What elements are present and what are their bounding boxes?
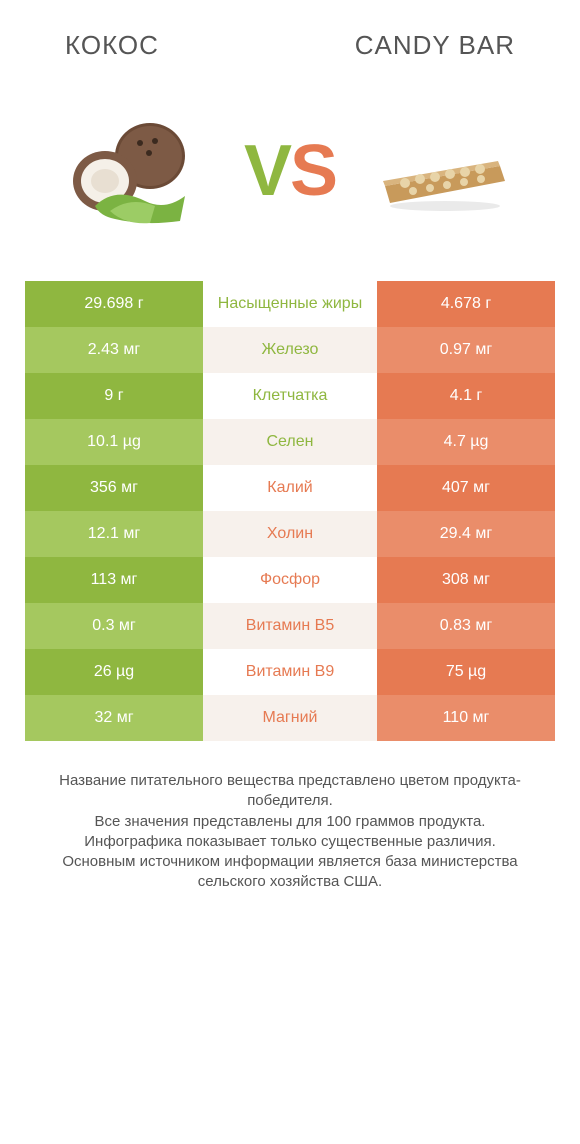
left-value: 26 µg	[25, 649, 203, 695]
nutrient-label: Холин	[203, 511, 377, 557]
footer-line: Основным источником информации является …	[35, 852, 545, 893]
left-value: 2.43 мг	[25, 327, 203, 373]
right-value: 110 мг	[377, 695, 555, 741]
nutrient-label: Магний	[203, 695, 377, 741]
hero-row: VS	[25, 81, 555, 281]
table-row: 12.1 мгХолин29.4 мг	[25, 511, 555, 557]
footer-line: Название питательного вещества представл…	[35, 771, 545, 812]
left-value: 10.1 µg	[25, 419, 203, 465]
left-value: 9 г	[25, 373, 203, 419]
table-row: 113 мгФосфор308 мг	[25, 557, 555, 603]
coconut-icon	[55, 111, 215, 231]
right-value: 407 мг	[377, 465, 555, 511]
table-row: 26 µgВитамин B975 µg	[25, 649, 555, 695]
table-row: 29.698 гНасыщенные жиры4.678 г	[25, 281, 555, 327]
right-value: 0.83 мг	[377, 603, 555, 649]
left-product-title: КОКОС	[65, 30, 159, 61]
right-value: 29.4 мг	[377, 511, 555, 557]
nutrient-label: Витамин B9	[203, 649, 377, 695]
left-value: 12.1 мг	[25, 511, 203, 557]
table-row: 2.43 мгЖелезо0.97 мг	[25, 327, 555, 373]
table-row: 10.1 µgСелен4.7 µg	[25, 419, 555, 465]
table-row: 356 мгКалий407 мг	[25, 465, 555, 511]
left-value: 32 мг	[25, 695, 203, 741]
vs-v: V	[244, 131, 290, 211]
candy-bar-icon	[365, 111, 525, 231]
left-value: 113 мг	[25, 557, 203, 603]
nutrient-label: Клетчатка	[203, 373, 377, 419]
nutrient-label: Фосфор	[203, 557, 377, 603]
footer-line: Все значения представлены для 100 граммо…	[35, 812, 545, 832]
table-row: 0.3 мгВитамин B50.83 мг	[25, 603, 555, 649]
table-row: 9 гКлетчатка4.1 г	[25, 373, 555, 419]
left-value: 0.3 мг	[25, 603, 203, 649]
right-product-title: CANDY BAR	[355, 30, 515, 61]
right-value: 4.1 г	[377, 373, 555, 419]
footer-notes: Название питательного вещества представл…	[25, 741, 555, 893]
header: КОКОС CANDY BAR	[25, 20, 555, 81]
right-value: 0.97 мг	[377, 327, 555, 373]
nutrient-label: Селен	[203, 419, 377, 465]
comparison-table: 29.698 гНасыщенные жиры4.678 г2.43 мгЖел…	[25, 281, 555, 741]
table-row: 32 мгМагний110 мг	[25, 695, 555, 741]
right-value: 4.7 µg	[377, 419, 555, 465]
nutrient-label: Насыщенные жиры	[203, 281, 377, 327]
right-value: 308 мг	[377, 557, 555, 603]
footer-line: Инфографика показывает только существенн…	[35, 832, 545, 852]
nutrient-label: Витамин B5	[203, 603, 377, 649]
nutrient-label: Железо	[203, 327, 377, 373]
right-value: 4.678 г	[377, 281, 555, 327]
left-value: 356 мг	[25, 465, 203, 511]
vs-s: S	[290, 131, 336, 211]
nutrient-label: Калий	[203, 465, 377, 511]
right-value: 75 µg	[377, 649, 555, 695]
vs-label: VS	[244, 130, 336, 212]
left-value: 29.698 г	[25, 281, 203, 327]
